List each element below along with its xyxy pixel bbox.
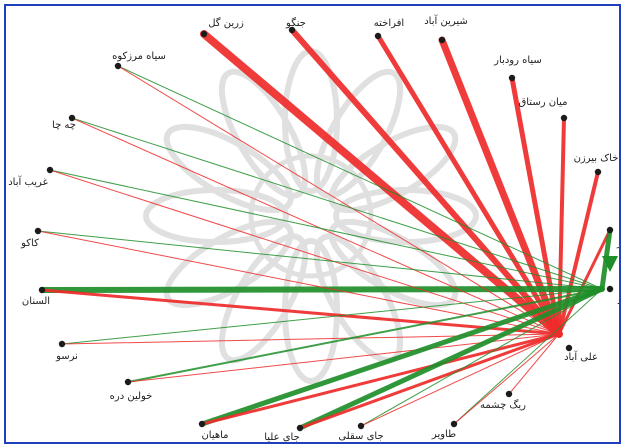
watermark-ring bbox=[248, 153, 374, 279]
edge-rig_cheshmeh-to-ali_abad bbox=[508, 333, 560, 395]
edge-cheh_cha-to-ali_abad bbox=[71, 117, 560, 335]
edge-jay_soghli-to-fazel_abad bbox=[360, 288, 603, 427]
watermark-petal bbox=[163, 218, 294, 309]
edges-layer bbox=[37, 27, 618, 431]
node-label-mian_rostagh: میان رستاق bbox=[519, 97, 568, 108]
edge-jay_olya-to-ali_abad bbox=[298, 332, 561, 430]
edge-sastan-to-ali_abad bbox=[40, 288, 561, 336]
edge-mahian-to-ali_abad bbox=[200, 332, 561, 426]
node-label-jay_soghli: جای سقلی bbox=[338, 431, 383, 442]
node-label-siah_roudbar: سیاه رودبار bbox=[493, 55, 542, 66]
node-label-mahian: ماهیان bbox=[201, 430, 228, 441]
node-dot-khulin_dareh bbox=[124, 378, 132, 386]
watermark-petal bbox=[333, 187, 479, 245]
edge-cheh_cha-to-fazel_abad bbox=[71, 117, 603, 290]
node-label-rig_cheshmeh: ریگ چشمه bbox=[480, 399, 526, 411]
edge-kaku-to-fazel_abad bbox=[37, 230, 603, 290]
edge-afrakhteh-to-ali_abad bbox=[375, 33, 562, 337]
node-label-siah_marzkuh: سیاه مرزکوه bbox=[112, 51, 166, 62]
node-dot-tavir bbox=[450, 420, 458, 428]
network-diagram-frame: زرین گل جنگو افراخته شیرین آباد سیاه رودبار م… bbox=[4, 4, 621, 444]
watermark-petal bbox=[313, 68, 404, 199]
node-label-khulin_dareh: خولین دره bbox=[110, 391, 153, 402]
node-dot-zarrin_gol bbox=[200, 30, 208, 38]
arrowhead-icon bbox=[602, 256, 618, 272]
watermark-petal bbox=[163, 123, 294, 214]
node-dot-cheh_cha bbox=[68, 114, 76, 122]
edge-gharib_abad-to-fazel_abad bbox=[49, 169, 603, 290]
watermark-petal bbox=[143, 187, 289, 245]
node-dot-vesiser bbox=[606, 226, 614, 234]
node-dot-mahian bbox=[198, 420, 206, 428]
node-label-sastan: السنان bbox=[22, 296, 50, 307]
edge-vesiser-to-ali_abad bbox=[557, 228, 612, 336]
edge-tavir-to-ali_abad bbox=[453, 333, 560, 425]
edge-shirin_abad-to-ali_abad bbox=[438, 36, 563, 338]
node-label-jay_olya: جای علیا bbox=[264, 432, 300, 442]
node-dot-mian_rostagh bbox=[560, 114, 568, 122]
node-label-afrakhteh: افراخته bbox=[374, 18, 404, 29]
node-dot-ali_abad bbox=[565, 344, 573, 352]
node-label-vesiser: وسیسر bbox=[616, 238, 619, 249]
node-dot-sastan bbox=[38, 286, 46, 294]
edge-gharib_abad-to-ali_abad bbox=[49, 169, 560, 335]
node-label-gharib_abad: غریب آباد bbox=[8, 175, 48, 188]
node-dot-fazel_abad bbox=[606, 285, 614, 293]
watermark-petal bbox=[328, 123, 459, 214]
edge-jay_soghli-to-ali_abad bbox=[360, 333, 560, 427]
node-label-ali_abad: علی آباد bbox=[564, 350, 598, 363]
node-label-cheh_cha: چه چا bbox=[52, 120, 76, 131]
edge-sastan-to-fazel_abad bbox=[39, 286, 605, 293]
node-label-fazel_abad: فاضل آباد bbox=[617, 294, 619, 307]
node-dot-jay_soghli bbox=[357, 422, 365, 430]
edge-narsu-to-ali_abad bbox=[61, 333, 560, 345]
watermark-petal bbox=[218, 68, 309, 199]
nodes-layer: زرین گل جنگو افراخته شیرین آباد سیاه رودبار م… bbox=[8, 14, 619, 442]
node-dot-narsu bbox=[58, 340, 66, 348]
edge-narsu-to-fazel_abad bbox=[61, 288, 603, 345]
decorative-rosette-watermark bbox=[143, 48, 479, 384]
edge-khulin_dareh-to-fazel_abad bbox=[127, 288, 603, 383]
edge-siah_marzkuh-to-ali_abad bbox=[117, 65, 560, 335]
node-dot-khak_birzan bbox=[594, 168, 602, 176]
node-dot-afrakhteh bbox=[374, 32, 382, 40]
node-label-tavir: طاویر bbox=[431, 429, 456, 440]
node-label-jangu: جنگو bbox=[285, 17, 306, 29]
node-dot-gharib_abad bbox=[46, 166, 54, 174]
edge-mahian-to-fazel_abad bbox=[199, 286, 605, 427]
edge-jangu-to-ali_abad bbox=[289, 27, 562, 337]
edge-zarrin_gol-to-ali_abad bbox=[200, 30, 563, 338]
node-label-khak_birzan: خاک بیرزن bbox=[574, 153, 619, 164]
node-dot-siah_marzkuh bbox=[114, 62, 122, 70]
node-dot-siah_roudbar bbox=[508, 74, 516, 82]
node-dot-shirin_abad bbox=[438, 36, 446, 44]
network-diagram: زرین گل جنگو افراخته شیرین آباد سیاه رودبار م… bbox=[8, 14, 619, 442]
node-label-narsu: نرسو bbox=[55, 351, 78, 362]
node-label-kaku: کاکو bbox=[20, 238, 39, 249]
node-dot-kaku bbox=[34, 227, 42, 235]
edge-kaku-to-ali_abad bbox=[37, 230, 560, 335]
edge-tavir-to-fazel_abad bbox=[453, 288, 603, 425]
edge-jay_olya-to-fazel_abad bbox=[297, 286, 605, 431]
node-label-zarrin_gol: زرین گل bbox=[208, 17, 244, 29]
node-dot-jangu bbox=[288, 26, 296, 34]
node-dot-jay_olya bbox=[296, 424, 304, 432]
node-label-shirin_abad: شیرین آباد bbox=[424, 14, 468, 27]
node-dot-rig_cheshmeh bbox=[505, 390, 513, 398]
edge-siah_marzkuh-to-fazel_abad bbox=[117, 65, 603, 290]
